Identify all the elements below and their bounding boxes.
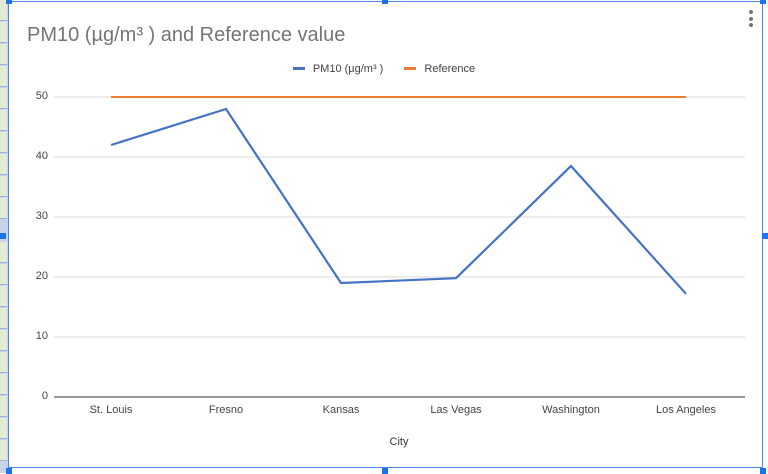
legend-item-pm10: PM10 (µg/m³ ) [292, 62, 384, 75]
more-vert-icon[interactable] [749, 10, 755, 30]
gridlines [54, 96, 745, 338]
y-tick: 50 [35, 90, 48, 102]
legend-swatch-pm10 [292, 67, 305, 70]
x-tick: Kansas [322, 404, 360, 416]
resize-handle-right[interactable] [762, 233, 768, 239]
resize-handle-bottom-center[interactable] [382, 468, 388, 474]
resize-handle-bottom-right[interactable] [760, 468, 766, 474]
resize-handle-top-center[interactable] [382, 0, 388, 4]
chart-frame[interactable] [8, 1, 763, 468]
x-tick: Fresno [208, 404, 244, 416]
y-tick: 30 [35, 210, 48, 222]
pm10-line [110, 107, 687, 295]
chart-title: PM10 (µg/m³ ) and Reference value [27, 24, 346, 46]
y-tick: 0 [41, 390, 48, 402]
legend-swatch-reference [404, 67, 417, 70]
x-axis-label: City [389, 436, 409, 448]
x-tick: St. Louis [89, 404, 133, 416]
y-tick: 20 [35, 270, 48, 282]
x-tick: Washington [542, 404, 600, 416]
x-tick: Los Angeles [656, 404, 716, 416]
legend-label-pm10: PM10 (µg/m³ ) [312, 62, 384, 75]
legend-item-reference: Reference [404, 63, 475, 75]
x-tick: Las Vegas [430, 404, 482, 416]
resize-handle-left[interactable] [0, 233, 6, 239]
y-tick: 40 [35, 150, 48, 162]
legend: PM10 (µg/m³ ) Reference [0, 61, 768, 75]
resize-handle-top-left[interactable] [6, 0, 12, 4]
resize-handle-top-right[interactable] [760, 0, 766, 4]
y-tick: 10 [35, 330, 48, 342]
legend-label-reference: Reference [424, 62, 476, 75]
resize-handle-bottom-left[interactable] [6, 468, 12, 474]
